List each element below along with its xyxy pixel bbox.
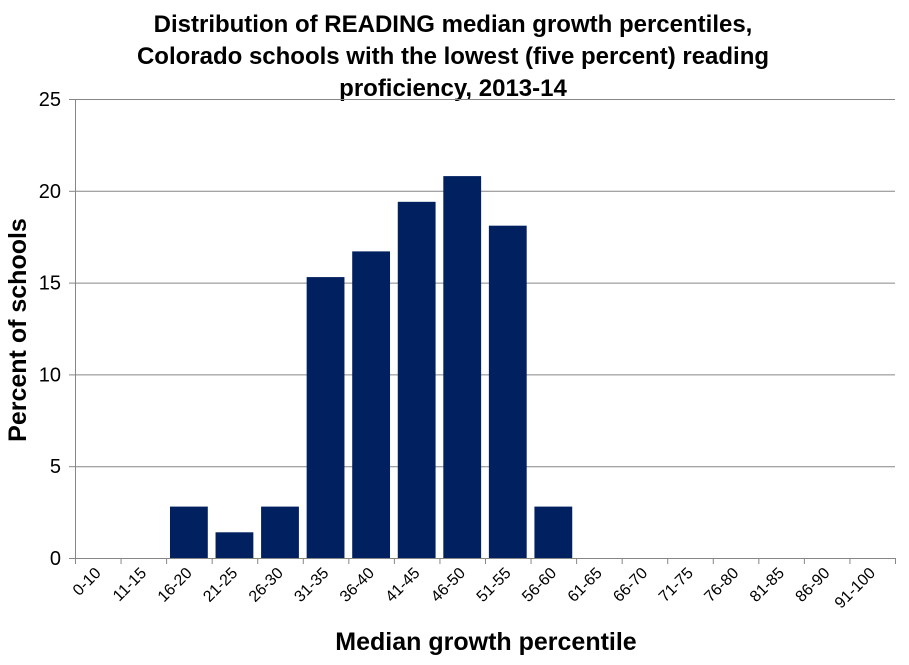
y-tick-label-5: 5 — [50, 456, 61, 478]
x-tick-label-11-15: 11-15 — [110, 565, 150, 605]
x-tick-label-71-75: 71-75 — [656, 565, 697, 606]
chart-title: Distribution of READING median growth pe… — [137, 11, 769, 102]
chart-title-line-3: proficiency, 2013-14 — [339, 75, 567, 102]
y-axis-tick-labels: 0 5 10 15 20 25 — [39, 89, 61, 570]
x-tick-label-81-85: 81-85 — [747, 565, 788, 606]
x-tick-label-56-60: 56-60 — [519, 565, 560, 606]
x-tick-label-46-50: 46-50 — [428, 565, 469, 606]
x-tick-label-36-40: 36-40 — [337, 565, 378, 606]
x-tick-label-31-35: 31-35 — [291, 565, 332, 606]
bar-31-35 — [306, 277, 345, 558]
bar-21-25 — [215, 532, 254, 558]
chart-title-line-1: Distribution of READING median growth pe… — [154, 11, 753, 38]
bar-41-45 — [397, 201, 436, 559]
bar-16-20 — [169, 506, 208, 558]
x-tick-label-51-55: 51-55 — [474, 565, 515, 606]
y-axis-title: Percent of schools — [4, 218, 32, 442]
x-tick-label-26-30: 26-30 — [246, 565, 287, 606]
bar-26-30 — [261, 506, 299, 558]
y-tick-label-25: 25 — [39, 89, 61, 111]
x-tick-label-16-20: 16-20 — [155, 565, 196, 606]
gridlines — [75, 99, 895, 468]
x-tick-label-21-25: 21-25 — [200, 565, 241, 606]
bar-51-55 — [488, 225, 527, 558]
bars — [169, 176, 573, 559]
axes — [69, 99, 896, 564]
y-tick-label-20: 20 — [39, 181, 61, 203]
x-tick-label-41-45: 41-45 — [383, 565, 424, 606]
x-tick-label-66-70: 66-70 — [610, 565, 651, 606]
x-tick-label-0-10: 0-10 — [70, 565, 105, 600]
x-tick-label-91-100: 91-100 — [832, 565, 879, 612]
x-tick-label-86-90: 86-90 — [793, 565, 834, 606]
x-tick-label-61-65: 61-65 — [565, 565, 606, 606]
y-tick-label-15: 15 — [39, 273, 61, 295]
bar-46-50 — [443, 176, 482, 558]
bar-56-60 — [534, 506, 573, 558]
y-tick-label-10: 10 — [39, 364, 61, 386]
x-axis-title: Median growth percentile — [335, 628, 637, 656]
bar-36-40 — [352, 251, 391, 558]
x-axis-tick-labels: 0-10 11-15 16-20 21-25 26-30 31-35 36-40 41-45 4… — [70, 565, 879, 612]
x-tick-label-76-80: 76-80 — [701, 565, 742, 606]
y-tick-label-0: 0 — [50, 548, 61, 570]
chart-title-line-2: Colorado schools with the lowest (five p… — [137, 43, 769, 70]
